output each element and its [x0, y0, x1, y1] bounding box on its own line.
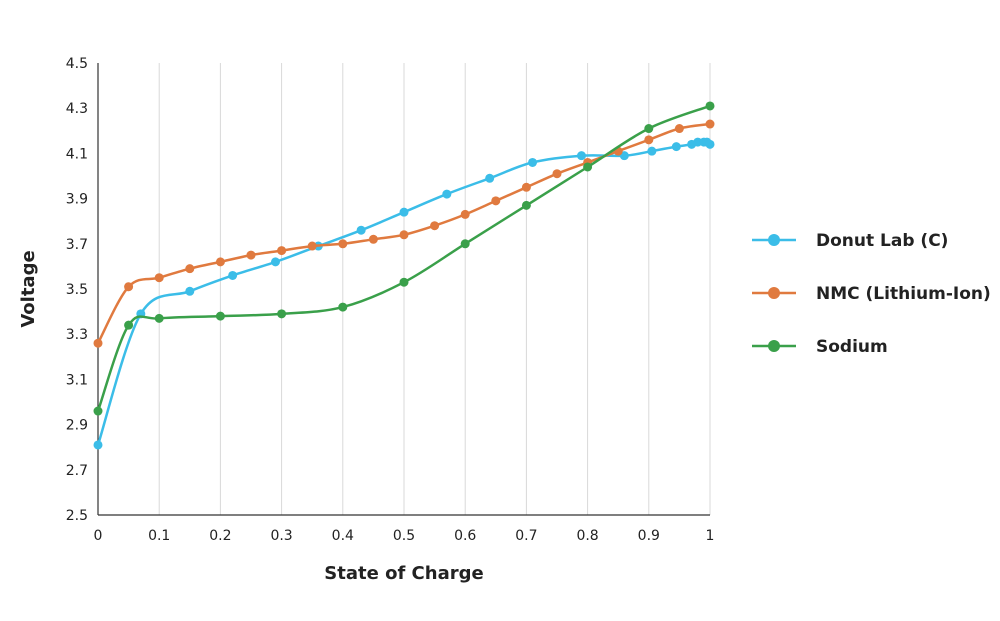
- x-tick-label: 0.4: [332, 528, 354, 544]
- data-point-donut-lab-c: [671, 142, 681, 152]
- data-point-sodium: [124, 320, 134, 330]
- y-tick-label: 3.9: [66, 192, 88, 208]
- y-tick-label: 2.5: [66, 508, 88, 524]
- data-point-nmc-lithium-ion: [674, 124, 684, 134]
- data-point-nmc-lithium-ion: [185, 264, 195, 274]
- legend-item-sodium: Sodium: [752, 337, 888, 357]
- data-point-sodium: [154, 313, 164, 323]
- axes: [97, 63, 710, 516]
- data-point-nmc-lithium-ion: [521, 182, 531, 192]
- data-point-donut-lab-c: [576, 151, 586, 161]
- legend: Donut Lab (C) NMC (Lithium-Ion) Sodium: [752, 231, 991, 357]
- legend-label: Sodium: [816, 337, 888, 357]
- legend-label: Donut Lab (C): [816, 231, 948, 251]
- x-tick-label: 0.9: [638, 528, 660, 544]
- data-point-donut-lab-c: [485, 173, 495, 183]
- x-tick-label: 0.8: [576, 528, 598, 544]
- data-point-sodium: [583, 162, 593, 172]
- data-point-nmc-lithium-ion: [124, 282, 134, 292]
- data-point-nmc-lithium-ion: [307, 241, 317, 251]
- data-point-nmc-lithium-ion: [644, 135, 654, 145]
- data-point-donut-lab-c: [185, 286, 195, 296]
- data-point-sodium: [93, 406, 103, 416]
- series-line-sodium: [96, 104, 711, 412]
- data-point-sodium: [644, 124, 654, 134]
- data-point-donut-lab-c: [228, 270, 238, 280]
- data-point-nmc-lithium-ion: [93, 338, 103, 348]
- x-axis-title: State of Charge: [324, 563, 483, 584]
- x-tick-label: 0.5: [393, 528, 415, 544]
- legend-label: NMC (Lithium-Ion): [816, 284, 991, 304]
- data-point-donut-lab-c: [705, 139, 715, 149]
- legend-item-nmc-lithium-ion: NMC (Lithium-Ion): [752, 284, 991, 304]
- y-tick-label: 4.5: [66, 56, 88, 72]
- x-tick-label: 0.6: [454, 528, 476, 544]
- x-tick-label: 0: [94, 528, 103, 544]
- data-point-sodium: [399, 277, 409, 287]
- y-axis-title: Voltage: [18, 250, 39, 327]
- data-point-nmc-lithium-ion: [338, 239, 348, 249]
- x-tick-label: 0.3: [270, 528, 292, 544]
- data-point-nmc-lithium-ion: [552, 169, 562, 179]
- y-tick-label: 4.1: [66, 146, 88, 162]
- y-tick-label: 2.7: [66, 463, 88, 479]
- y-tick-label: 3.7: [66, 237, 88, 253]
- x-tick-label: 0.1: [148, 528, 170, 544]
- data-point-donut-lab-c: [442, 189, 452, 199]
- data-point-nmc-lithium-ion: [399, 230, 409, 240]
- y-tick-label: 2.9: [66, 418, 88, 434]
- y-tick-label: 4.3: [66, 101, 88, 117]
- data-point-sodium: [460, 239, 470, 249]
- y-tick-label: 3.1: [66, 372, 88, 388]
- data-point-nmc-lithium-ion: [368, 234, 378, 244]
- data-point-nmc-lithium-ion: [705, 119, 715, 129]
- data-point-nmc-lithium-ion: [460, 209, 470, 219]
- legend-swatch-marker: [768, 287, 780, 299]
- tick-labels: 0 0.1 0.2 0.3 0.4 0.5 0.6 0.7 0.8 0.9 1 2.5 2.7 2.9 3.…: [66, 56, 715, 544]
- data-point-nmc-lithium-ion: [154, 273, 164, 283]
- series: [93, 101, 715, 450]
- y-tick-label: 3.5: [66, 282, 88, 298]
- legend-swatch-marker: [768, 234, 780, 246]
- series-donut-lab-c: [93, 137, 715, 450]
- x-tick-label: 0.2: [209, 528, 231, 544]
- data-point-donut-lab-c: [356, 225, 366, 235]
- data-point-nmc-lithium-ion: [430, 221, 440, 231]
- data-point-donut-lab-c: [270, 257, 280, 267]
- legend-swatch-marker: [768, 340, 780, 352]
- data-point-nmc-lithium-ion: [491, 196, 501, 206]
- data-point-sodium: [277, 309, 287, 319]
- data-point-sodium: [215, 311, 225, 321]
- y-tick-label: 3.3: [66, 327, 88, 343]
- data-point-nmc-lithium-ion: [277, 246, 287, 256]
- data-point-donut-lab-c: [647, 146, 657, 156]
- legend-item-donut-lab-c: Donut Lab (C): [752, 231, 948, 251]
- data-point-sodium: [338, 302, 348, 312]
- data-point-nmc-lithium-ion: [246, 250, 256, 260]
- x-tick-label: 0.7: [515, 528, 537, 544]
- data-point-sodium: [521, 200, 531, 210]
- data-point-nmc-lithium-ion: [215, 257, 225, 267]
- series-sodium: [93, 101, 715, 416]
- data-point-donut-lab-c: [528, 157, 538, 167]
- grid: [158, 63, 711, 515]
- data-point-donut-lab-c: [399, 207, 409, 217]
- data-point-donut-lab-c: [93, 440, 103, 450]
- data-point-sodium: [705, 101, 715, 111]
- x-tick-label: 1: [706, 528, 715, 544]
